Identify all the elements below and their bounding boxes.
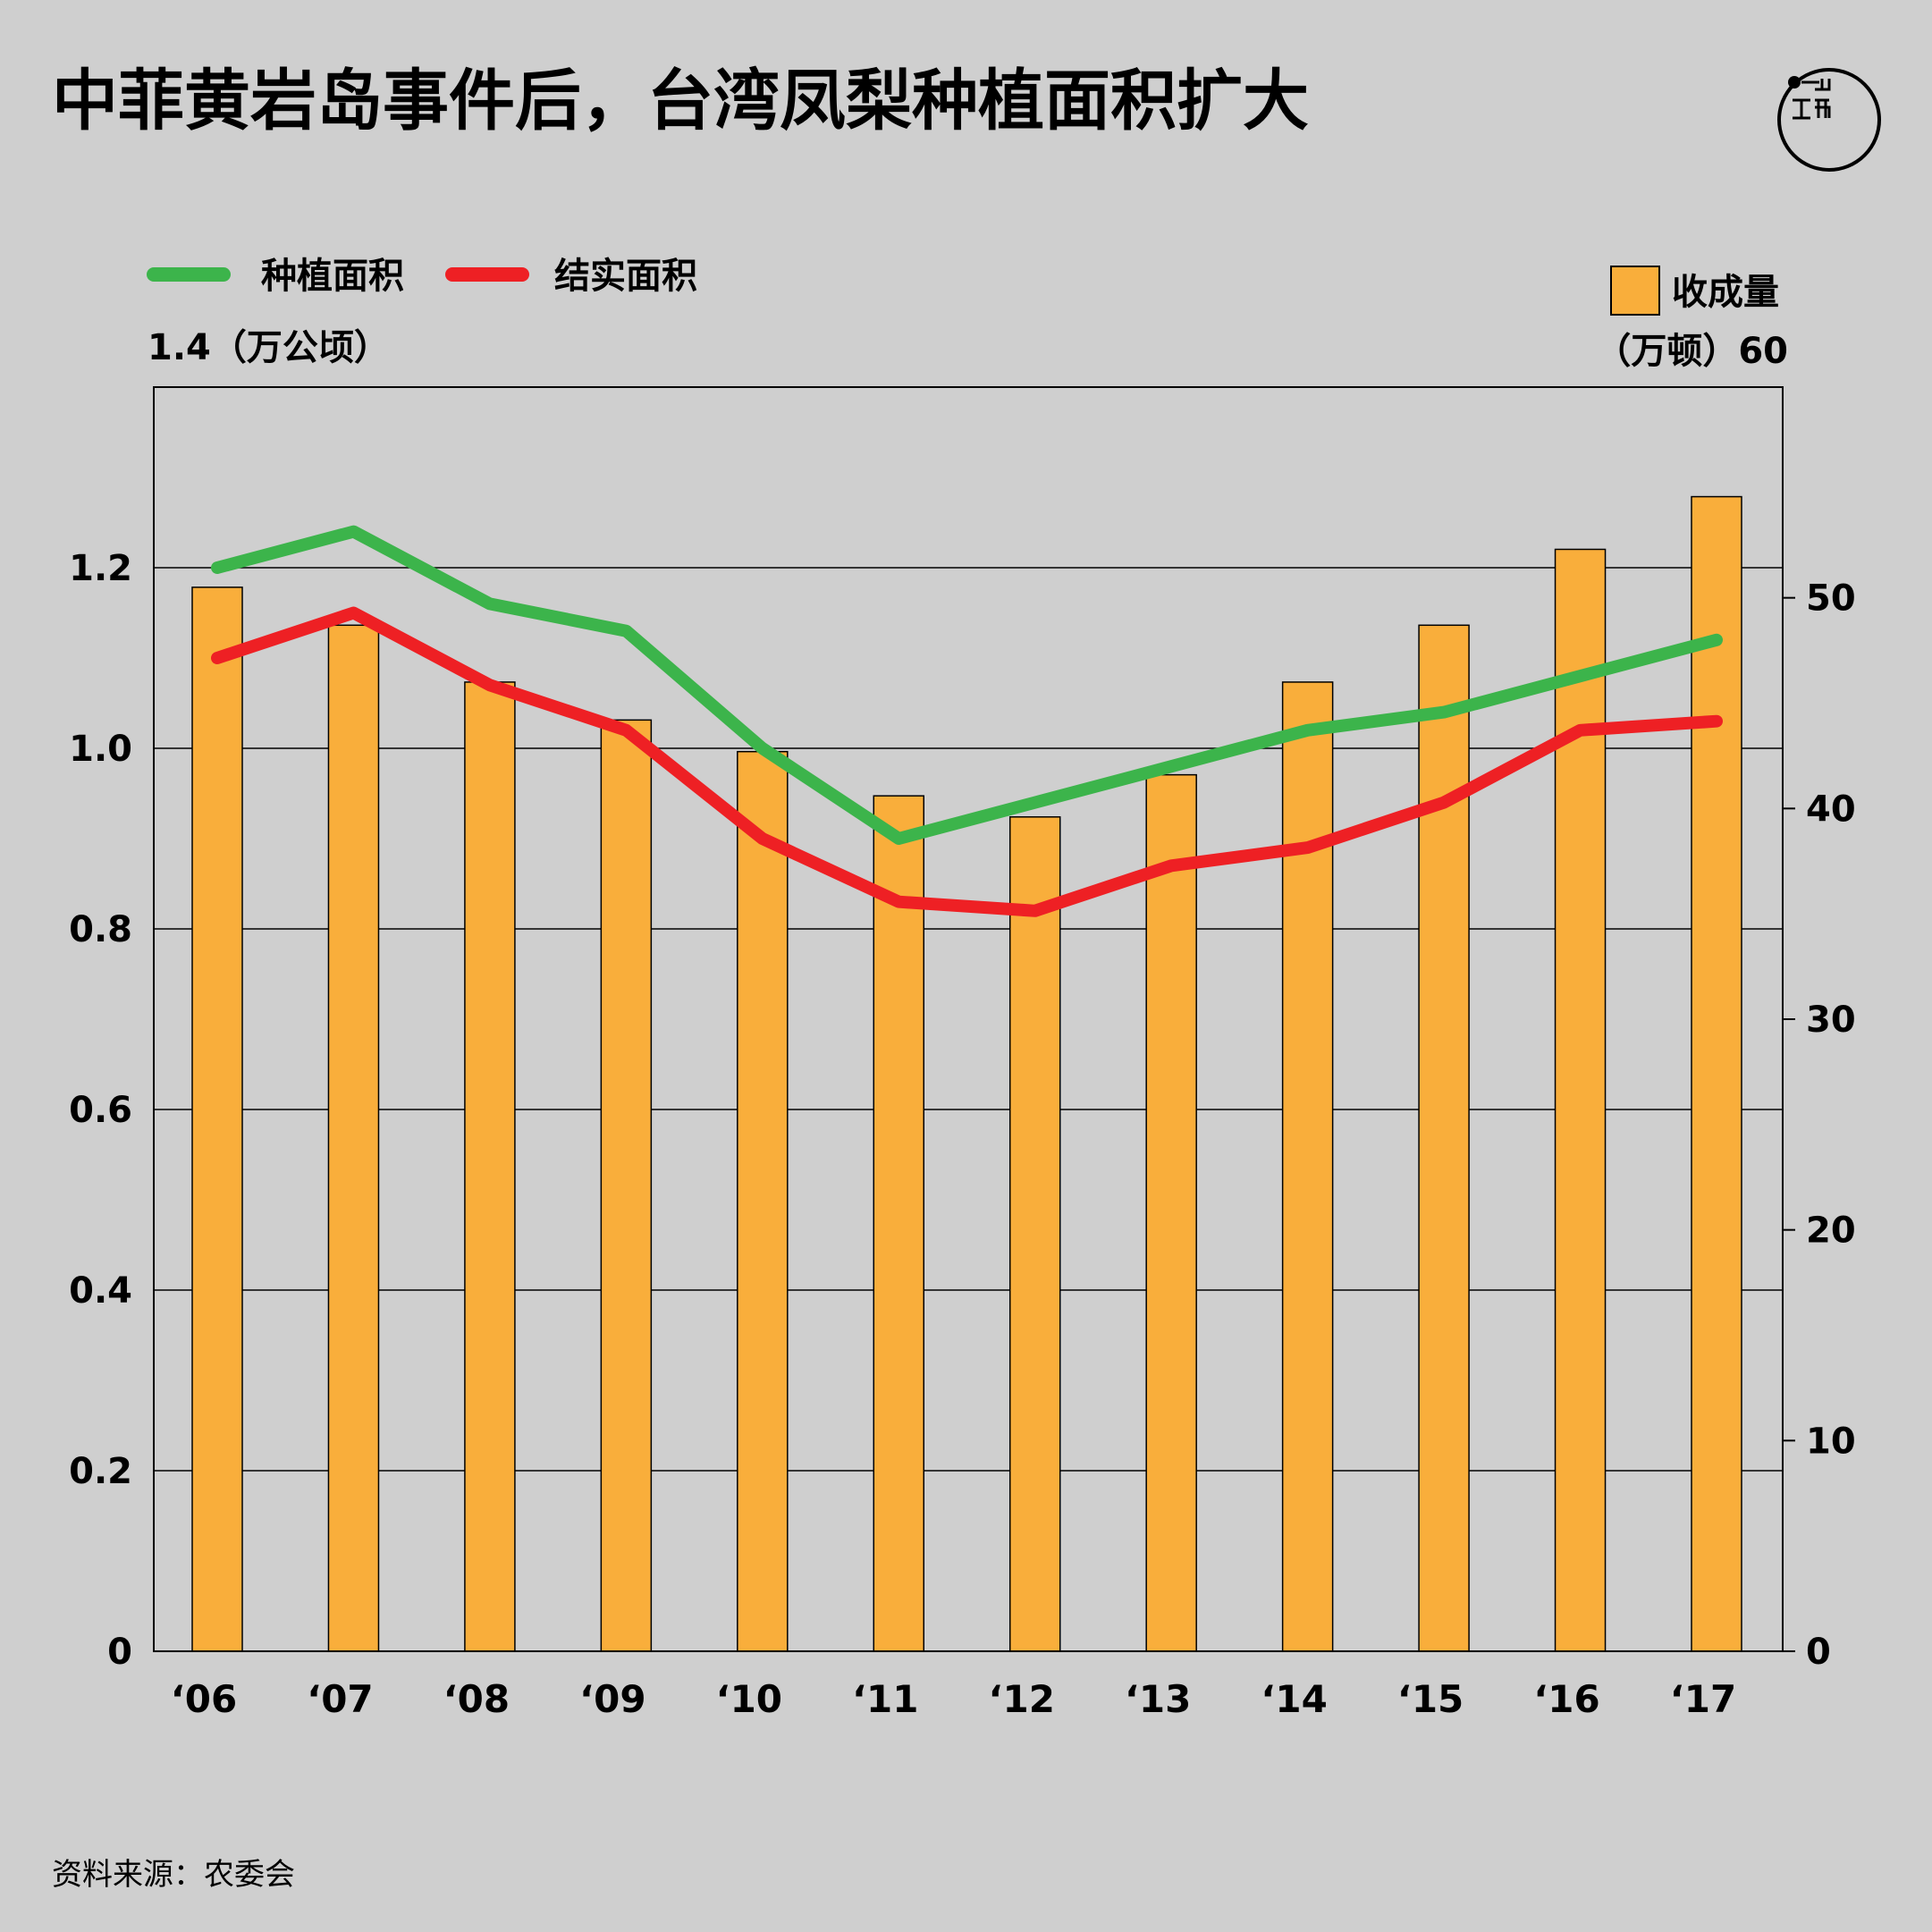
- harvest-bars: [191, 495, 1742, 1652]
- chart-title: 中菲黄岩岛事件后，台湾凤梨种植面积扩大: [52, 63, 1309, 139]
- legend-fruiting-label: 结实面积: [554, 256, 697, 297]
- left-tick-label: 1.2: [69, 548, 132, 589]
- planted-area-line: [211, 525, 1723, 845]
- x-tick-label: ‘16: [1533, 1677, 1599, 1721]
- x-tick-label: ‘14: [1261, 1677, 1327, 1721]
- right-tick-label: 20: [1806, 1211, 1856, 1252]
- logo-text: 端: [1829, 132, 1830, 135]
- theinitium-logo-icon: 端: [1777, 68, 1881, 172]
- right-axis-ticks: 0 10 20 30 40 50: [1783, 578, 1856, 1673]
- x-tick-label: ‘09: [579, 1677, 645, 1721]
- fruiting-area-line: [211, 606, 1723, 917]
- left-tick-label: 1.0: [69, 729, 132, 770]
- x-axis-ticks: ‘06 ‘07 ‘08 ‘09 ‘10 ‘11 ‘12 ‘13 ‘14 ‘15 ‘16 ‘17: [171, 1677, 1736, 1721]
- harvest-bar: [1281, 681, 1334, 1652]
- x-tick-label: ‘07: [307, 1677, 373, 1721]
- harvest-bar: [600, 719, 653, 1652]
- x-tick-label: ‘13: [1125, 1677, 1191, 1721]
- harvest-bar: [737, 750, 789, 1652]
- harvest-bar: [1554, 548, 1607, 1652]
- right-axis-unit-label: （万顿）60: [1595, 331, 1788, 372]
- left-tick-label: 0.2: [69, 1451, 132, 1492]
- harvest-bar: [191, 586, 243, 1652]
- harvest-bar: [327, 624, 380, 1652]
- right-tick-label: 30: [1806, 1000, 1856, 1041]
- harvest-bar: [464, 681, 516, 1652]
- legend-planted-label: 种植面积: [261, 256, 404, 297]
- left-tick-label: 0: [107, 1632, 132, 1673]
- harvest-bar: [1008, 816, 1061, 1652]
- legend-harvest-swatch: [1610, 266, 1660, 316]
- left-axis-unit-label: 1.4（万公顷）: [148, 327, 390, 368]
- x-tick-label: ‘12: [989, 1677, 1055, 1721]
- x-tick-label: ‘06: [171, 1677, 237, 1721]
- harvest-bar: [873, 795, 925, 1652]
- left-tick-label: 0.8: [69, 909, 132, 950]
- legend: 种植面积 结实面积 收成量: [147, 256, 1779, 316]
- x-tick-label: ‘10: [716, 1677, 782, 1721]
- left-tick-label: 0.4: [69, 1270, 132, 1312]
- right-tick-label: 0: [1806, 1632, 1831, 1673]
- plot-frame: [153, 386, 1784, 1652]
- x-tick-label: ‘11: [852, 1677, 918, 1721]
- harvest-bar: [1691, 495, 1742, 1652]
- x-tick-label: ‘17: [1670, 1677, 1736, 1721]
- x-tick-label: ‘15: [1397, 1677, 1464, 1721]
- gridlines: [154, 567, 1783, 1472]
- left-axis-ticks: 0 0.2 0.4 0.6 0.8 1.0 1.2: [69, 548, 132, 1673]
- right-tick-label: 10: [1806, 1421, 1856, 1462]
- right-tick-label: 40: [1806, 789, 1856, 830]
- right-tick-label: 50: [1806, 578, 1856, 620]
- harvest-bar: [1145, 773, 1197, 1652]
- legend-harvest-label: 收成量: [1672, 272, 1779, 313]
- harvest-bar: [1418, 624, 1470, 1652]
- source-note: 资料来源：农委会: [52, 1857, 295, 1893]
- x-tick-label: ‘08: [443, 1677, 510, 1721]
- left-tick-label: 0.6: [69, 1090, 132, 1131]
